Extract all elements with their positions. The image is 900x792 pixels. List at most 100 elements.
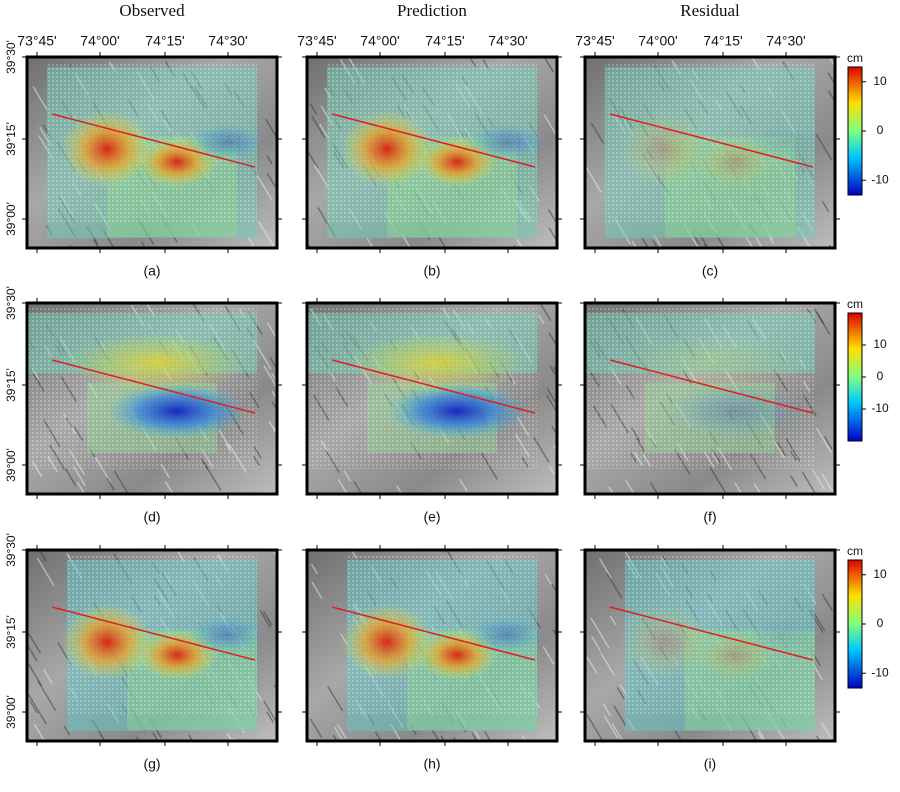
ridge [311,581,323,600]
frame [583,301,837,496]
ridge [313,164,330,189]
ridge [27,645,38,662]
map-content [307,303,557,494]
ridge [374,731,382,741]
lon-label: 73°45' [297,33,336,49]
ridge [753,483,762,494]
map-content [585,303,835,494]
fault [609,606,814,661]
lat-label: 39°00' [4,202,18,236]
lat-label: 39°15' [4,615,18,649]
ridge [613,705,627,727]
lon-label: 74°30' [488,33,527,49]
column-title: Observed [119,1,185,20]
ridge [27,632,42,654]
ridge [815,427,832,453]
uplift [347,333,527,393]
ridge [641,237,650,248]
lon-label: 74°15' [703,33,742,49]
decrease [467,617,547,653]
ridge [699,233,710,248]
ridge [547,209,557,226]
ridge [757,731,765,741]
ridge [548,465,555,475]
lat-label: 39°00' [4,695,18,729]
ridge [608,486,615,494]
uplift [342,111,432,187]
panel-label: (f) [703,509,716,525]
ridge [332,734,338,741]
ridge [543,114,557,138]
fault [51,359,256,414]
ridge [471,732,478,741]
ridge [310,563,319,575]
ridge [64,467,77,487]
colorbar-unit: cm [847,297,863,311]
frame [25,548,279,743]
decrease [187,617,267,653]
lon-label: 74°30' [208,33,247,49]
colorbar-tick-label: 0 [877,123,884,137]
ridge [821,593,834,612]
ridge [586,714,604,741]
map-content [27,550,277,741]
ridge [539,303,552,322]
ridge [140,241,147,248]
fault [331,113,536,168]
uplift [620,111,710,187]
lon-label: 73°45' [17,33,56,49]
ridge [740,491,744,494]
ridge [586,656,598,674]
ridge [307,149,319,169]
ridge [63,725,71,736]
ridge [39,550,47,562]
ridge [42,668,53,684]
ridge [734,482,743,494]
lat-label: 39°30' [4,40,18,74]
ridge [624,479,635,494]
ridge [29,700,38,714]
panel-label: (e) [423,509,440,525]
map-panel [302,52,562,253]
ridge [599,652,615,676]
ridge [28,664,43,687]
subsidence [387,383,527,439]
ridge [538,314,545,325]
uplift [67,333,247,393]
ridge [36,557,55,587]
ridge [73,466,87,487]
ridge [266,172,277,190]
ridge [484,731,492,741]
ridge [821,201,830,212]
ridge [585,166,602,193]
uplift [625,333,805,393]
subsidence [665,383,805,439]
panel-label: (a) [143,263,160,279]
ridge [709,467,728,494]
uplift [62,111,152,187]
ridge [33,723,46,741]
fault [51,113,256,168]
ridge [653,234,663,248]
ridge [256,174,273,202]
map-panel [580,298,840,499]
ridge [333,726,344,741]
ridge [311,115,326,139]
ridge [590,122,605,144]
frame [583,548,837,743]
ridge [821,722,832,738]
ridge [821,473,835,494]
column-title: Residual [680,1,740,20]
frame [305,55,559,250]
ridge [269,357,277,369]
ridge [598,558,612,579]
lat-label: 39°00' [4,448,18,482]
panel-label: (d) [143,509,160,525]
ridge [337,478,348,494]
panel-label: (h) [423,756,440,772]
colorbar-tick-label: 0 [877,616,884,630]
ridge [467,740,469,741]
frame [305,301,559,496]
uplift [620,604,710,680]
colorbar-unit: cm [847,51,863,65]
